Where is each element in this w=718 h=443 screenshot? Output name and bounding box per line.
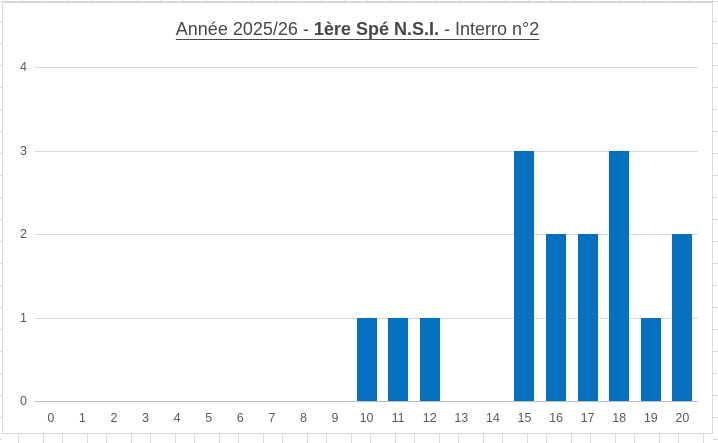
bar-17[interactable] xyxy=(577,234,598,401)
bar-slot-14 xyxy=(477,67,509,401)
bar-slot-6 xyxy=(224,67,256,401)
x-axis-tick-label-8: 8 xyxy=(299,411,307,425)
x-axis-tick-label-4: 4 xyxy=(173,411,181,425)
x-axis-tick-label-18: 18 xyxy=(612,411,627,425)
gridline-4 xyxy=(35,67,698,68)
bar-slot-10 xyxy=(351,67,383,401)
y-axis-tick-label-3: 3 xyxy=(20,143,27,158)
bar-19[interactable] xyxy=(640,317,661,401)
bar-series xyxy=(35,67,698,401)
x-axis-tick-label-16: 16 xyxy=(549,411,563,425)
x-axis-tick-label-7: 7 xyxy=(268,411,276,425)
bar-slot-18 xyxy=(603,67,635,401)
bar-slot-20 xyxy=(667,67,699,401)
bar-slot-8 xyxy=(288,67,320,401)
x-axis-tick-label-13: 13 xyxy=(454,411,469,425)
x-axis-tick-label-3: 3 xyxy=(142,411,149,425)
x-axis-tick-label-15: 15 xyxy=(517,411,532,425)
bar-10[interactable] xyxy=(356,317,377,401)
x-axis-tick-label-5: 5 xyxy=(205,411,213,425)
bar-slot-13 xyxy=(446,67,478,401)
bar-slot-0 xyxy=(35,67,67,401)
x-axis-tick-label-9: 9 xyxy=(331,411,339,425)
bar-18[interactable] xyxy=(609,150,630,401)
bar-slot-5 xyxy=(193,67,225,401)
y-axis-tick-labels: 0 1 2 3 4 xyxy=(7,3,27,433)
bar-20[interactable] xyxy=(672,234,693,401)
bar-slot-3 xyxy=(130,67,162,401)
x-axis-tick-label-2: 2 xyxy=(110,411,118,425)
sheet-gridlines-left xyxy=(0,0,2,443)
bar-slot-19 xyxy=(635,67,667,401)
sheet-gridlines-bottom xyxy=(0,434,718,443)
bar-slot-17 xyxy=(572,67,604,401)
chart-area[interactable]: Année 2025/26 - 1ère Spé N.S.I. - Interr… xyxy=(2,2,713,434)
chart-title[interactable]: Année 2025/26 - 1ère Spé N.S.I. - Interr… xyxy=(3,19,712,40)
x-axis-tick-label-14: 14 xyxy=(485,411,500,425)
x-axis-tick-label-17: 17 xyxy=(580,411,595,425)
x-axis-tick-label-1: 1 xyxy=(78,411,86,425)
x-axis-tick-label-6: 6 xyxy=(236,411,244,425)
bar-11[interactable] xyxy=(388,317,409,401)
y-axis-tick-label-4: 4 xyxy=(20,60,27,74)
x-axis-line xyxy=(35,401,698,402)
chart-title-suffix: - Interro n°2 xyxy=(438,19,540,39)
bar-12[interactable] xyxy=(419,317,440,401)
gridline-3 xyxy=(35,150,698,152)
bar-16[interactable] xyxy=(546,234,567,401)
bar-slot-11 xyxy=(382,67,414,401)
x-axis-tick-labels: 0 1 2 3 4 5 6 7 8 9 10 11 12 13 14 15 16 17 18 19 20 xyxy=(35,410,698,426)
bar-slot-2 xyxy=(98,67,130,401)
y-axis-tick-label-0: 0 xyxy=(20,394,27,408)
sheet-gridlines-top xyxy=(0,0,718,3)
bar-slot-9 xyxy=(319,67,351,401)
bar-slot-1 xyxy=(67,67,99,401)
x-axis-tick-label-20: 20 xyxy=(675,411,690,425)
x-axis-tick-label-19: 19 xyxy=(643,411,658,425)
bar-slot-4 xyxy=(161,67,193,401)
bar-15[interactable] xyxy=(514,150,535,401)
x-axis-tick-label-0: 0 xyxy=(47,411,55,425)
x-axis-tick-label-12: 12 xyxy=(422,411,437,425)
y-axis-tick-label-2: 2 xyxy=(20,227,27,241)
bar-slot-12 xyxy=(414,67,446,401)
chart-title-class-name: 1ère Spé N.S.I. xyxy=(313,19,439,39)
x-axis-tick-label-11: 11 xyxy=(391,411,405,425)
chart-title-prefix: Année 2025/26 - xyxy=(175,19,314,39)
y-axis-tick-label-1: 1 xyxy=(20,310,27,325)
x-axis-tick-label-10: 10 xyxy=(359,411,374,425)
bar-slot-7 xyxy=(256,67,288,401)
gridline-2 xyxy=(35,234,698,235)
plot-area xyxy=(35,67,698,402)
bar-slot-15 xyxy=(509,67,541,401)
sheet-gridlines-right xyxy=(713,0,718,443)
bar-slot-16 xyxy=(540,67,572,401)
